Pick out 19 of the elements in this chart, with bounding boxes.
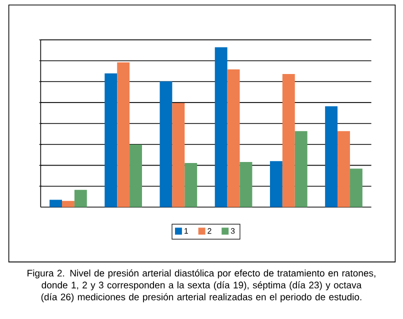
bar [240,162,252,208]
bar [325,106,338,208]
bar [184,163,198,208]
bar [282,74,295,208]
bar [50,200,62,208]
bar [350,168,362,208]
text: Figura 2. Nivel de presión arterial diastólica por efecto de tratamiento en ratones, donde 1, 2 y 3 corresponden a la sexta (día 19), séptima (día 23) y octava (día 26) mediciones de presión arterial realizadas en el periodo de estudio. [28,270,376,302]
bar [294,131,308,208]
bar [270,161,282,208]
bar [104,74,118,208]
bar [74,190,87,208]
bar [172,103,185,208]
bar [62,201,74,208]
bar [214,47,228,208]
bar [227,70,240,208]
bar [130,144,142,208]
bar [338,131,350,208]
bar [160,82,172,208]
bar [117,62,130,208]
